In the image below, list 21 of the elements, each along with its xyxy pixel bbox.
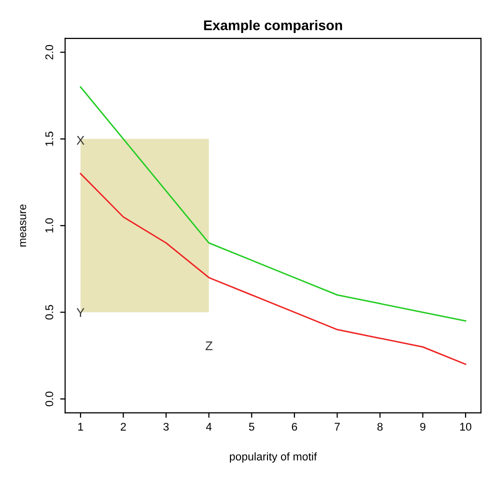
x-tick-label: 10 [460, 422, 472, 431]
annotation: X [76, 136, 84, 145]
x-tick-label: 1 [78, 422, 84, 431]
y-tick-label: 1.5 [45, 132, 54, 146]
x-axis-title: popularity of motif [230, 452, 317, 463]
x-tick-label: 2 [120, 422, 126, 431]
y-tick-label: 0.0 [45, 392, 54, 406]
y-axis-title: measure [20, 204, 26, 246]
y-tick-label: 2.0 [45, 44, 54, 60]
x-tick-label: 7 [334, 422, 340, 431]
x-tick-label: 9 [420, 422, 426, 431]
x-tick-label: 4 [206, 422, 212, 431]
x-tick-label: 3 [163, 422, 169, 431]
y-tick-label: 0.5 [45, 305, 54, 320]
x-tick-label: 5 [249, 422, 254, 431]
y-tick-label: 1.0 [45, 218, 54, 232]
x-tick-label: 6 [292, 422, 298, 431]
chart-title: Example comparison [204, 20, 342, 33]
annotation: Z [206, 342, 212, 350]
annotation: Y [76, 308, 84, 317]
x-tick-label: 8 [377, 422, 383, 431]
